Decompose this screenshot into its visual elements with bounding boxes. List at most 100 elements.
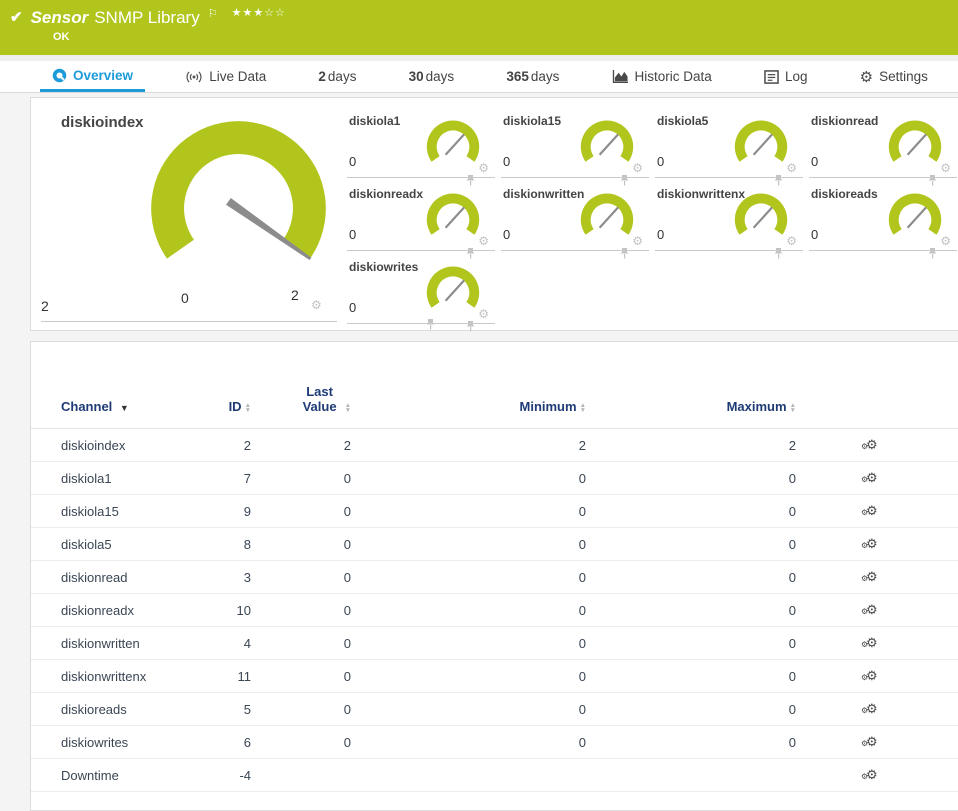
- gauge-tile-diskioreads: diskioreads 0 ⚙: [807, 181, 957, 259]
- channel-settings-icon[interactable]: ⚙ ⚙: [861, 503, 878, 518]
- gauge-scale-min: 0: [181, 290, 189, 306]
- cell-minimum: 2: [359, 428, 594, 462]
- cell-channel[interactable]: diskioindex: [31, 428, 201, 462]
- cell-minimum: 0: [359, 494, 594, 528]
- tile-divider: [809, 250, 957, 251]
- cell-channel[interactable]: diskiowrites: [31, 725, 201, 759]
- table-row-diskionread: diskionread 3 0 0 0 ⚙ ⚙: [31, 560, 958, 594]
- gauge-needle: [444, 206, 465, 229]
- tile-settings-icon[interactable]: ⚙: [478, 161, 489, 175]
- channel-settings-icon[interactable]: ⚙ ⚙: [861, 470, 878, 485]
- cell-channel[interactable]: diskiola15: [31, 494, 201, 528]
- priority-stars[interactable]: ★★★☆☆: [231, 7, 286, 19]
- cell-minimum: 0: [359, 593, 594, 627]
- column-header-last-value[interactable]: Last Value ▲ ▼: [259, 342, 359, 429]
- gauge-title: diskioreads: [811, 187, 878, 201]
- tab-label: Overview: [73, 67, 134, 83]
- gauge-needle: [598, 206, 619, 229]
- cell-minimum: 0: [359, 461, 594, 495]
- gauge-tile-diskiowrites: diskiowrites 0 ⚙: [345, 254, 495, 332]
- gauge-title: diskiowrites: [349, 260, 419, 274]
- cell-channel[interactable]: diskionread: [31, 560, 201, 594]
- flag-icon[interactable]: ⚐: [207, 8, 218, 20]
- channel-settings-icon[interactable]: ⚙ ⚙: [861, 767, 878, 782]
- cell-last-value: 2: [259, 428, 359, 462]
- tab-365-days[interactable]: 365 days: [494, 61, 571, 92]
- gauge-title: diskionwritten: [503, 187, 585, 201]
- cell-channel[interactable]: diskiola5: [31, 527, 201, 561]
- cell-id: 11: [201, 659, 259, 693]
- pin-icon[interactable]: [466, 320, 475, 332]
- cell-minimum: 0: [359, 626, 594, 660]
- tile-settings-icon[interactable]: ⚙: [940, 234, 951, 248]
- column-header-minimum[interactable]: Minimum ▲ ▼: [359, 342, 594, 429]
- gauge-arc: [888, 120, 942, 162]
- tile-settings-icon[interactable]: ⚙: [632, 161, 643, 175]
- channels-table-panel: Channel ▼ ID ▲ ▼ Last Value ▲ ▼ Minimum ▲ ▼ Ma…: [30, 341, 958, 811]
- cell-channel[interactable]: diskiola1: [31, 461, 201, 495]
- cell-channel[interactable]: Downtime: [31, 758, 201, 792]
- cell-channel[interactable]: diskionwritten: [31, 626, 201, 660]
- cell-id: 3: [201, 560, 259, 594]
- tile-divider: [501, 177, 649, 178]
- tile-settings-icon[interactable]: ⚙: [632, 234, 643, 248]
- tabbar-spacer: [0, 55, 958, 61]
- pin-icon[interactable]: [928, 247, 937, 259]
- tile-settings-icon[interactable]: ⚙: [478, 307, 489, 321]
- cell-maximum: 2: [594, 428, 804, 462]
- channel-settings-icon[interactable]: ⚙ ⚙: [861, 536, 878, 551]
- tab-30-days[interactable]: 30 days: [397, 61, 467, 92]
- tab-log[interactable]: Log: [752, 61, 820, 92]
- gauge-needle: [598, 133, 619, 156]
- table-row-diskiola15: diskiola15 9 0 0 0 ⚙ ⚙: [31, 494, 958, 528]
- gauge-title: diskionwrittenx: [657, 187, 746, 201]
- gauge-arc: [426, 266, 480, 308]
- gauge-value: 0: [349, 300, 357, 315]
- tile-settings-icon[interactable]: ⚙: [940, 161, 951, 175]
- tile-settings-icon[interactable]: ⚙: [311, 298, 322, 312]
- channel-settings-icon[interactable]: ⚙ ⚙: [861, 734, 878, 749]
- tile-divider: [809, 177, 957, 178]
- column-header-id[interactable]: ID ▲ ▼: [201, 342, 259, 429]
- tab-live-data[interactable]: Live Data: [173, 61, 278, 92]
- gauge-chart: [426, 193, 480, 235]
- gauge-value: 0: [349, 154, 357, 169]
- column-header-maximum[interactable]: Maximum ▲ ▼: [594, 342, 804, 429]
- table-row-diskioreads: diskioreads 5 0 0 0 ⚙ ⚙: [31, 692, 958, 726]
- gauge-tile-diskionwritten: diskionwritten 0 ⚙: [499, 181, 649, 259]
- gauge-chart: [151, 121, 326, 261]
- channel-settings-icon[interactable]: ⚙ ⚙: [861, 437, 878, 452]
- tab-historic-data[interactable]: Historic Data: [600, 61, 724, 92]
- tab-settings[interactable]: ⚙ Settings: [848, 61, 940, 92]
- tile-divider: [347, 250, 495, 251]
- gauge-chart: [888, 193, 942, 235]
- channel-settings-icon[interactable]: ⚙ ⚙: [861, 701, 878, 716]
- tile-settings-icon[interactable]: ⚙: [786, 161, 797, 175]
- column-header-channel[interactable]: Channel ▼: [31, 342, 201, 429]
- tile-settings-icon[interactable]: ⚙: [786, 234, 797, 248]
- tab-label: 30 days: [408, 69, 455, 84]
- status-check-icon: ✔: [10, 9, 23, 26]
- cell-channel[interactable]: diskioreads: [31, 692, 201, 726]
- tab-overview[interactable]: Overview: [40, 61, 146, 92]
- gauge-value: 0: [811, 227, 819, 242]
- gauge-title: diskionread: [811, 114, 879, 128]
- pin-icon[interactable]: [774, 247, 783, 259]
- channel-settings-icon[interactable]: ⚙ ⚙: [861, 635, 878, 650]
- gear-icon: ⚙: [859, 68, 874, 86]
- channel-settings-icon[interactable]: ⚙ ⚙: [861, 602, 878, 617]
- channel-settings-icon[interactable]: ⚙ ⚙: [861, 668, 878, 683]
- cell-last-value: 0: [259, 692, 359, 726]
- gauge-icon: [52, 68, 67, 82]
- tab-2-days[interactable]: 2 days: [306, 61, 368, 92]
- channel-settings-icon[interactable]: ⚙ ⚙: [861, 569, 878, 584]
- cell-last-value: 0: [259, 461, 359, 495]
- tile-settings-icon[interactable]: ⚙: [478, 234, 489, 248]
- pin-icon[interactable]: [620, 247, 629, 259]
- sort-both-icon: ▲ ▼: [344, 401, 351, 414]
- status-badge: OK: [53, 31, 70, 43]
- tab-label: 2 days: [318, 69, 357, 84]
- cell-channel[interactable]: diskionwrittenx: [31, 659, 201, 693]
- cell-channel[interactable]: diskionreadx: [31, 593, 201, 627]
- tab-label: Live Data: [209, 69, 267, 84]
